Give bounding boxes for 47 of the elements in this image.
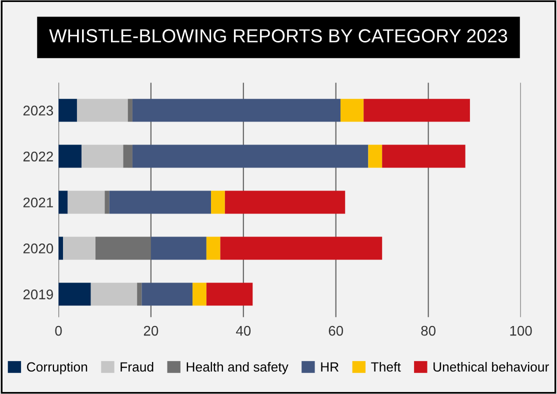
y-tick-label: 2020 <box>23 244 54 254</box>
bar <box>220 236 382 260</box>
bar <box>63 236 96 260</box>
bar <box>224 190 346 214</box>
bar <box>109 190 212 214</box>
bar <box>58 236 64 260</box>
y-tick-label: 2023 <box>23 106 54 116</box>
bar <box>382 144 466 168</box>
x-tick-label: 40 <box>236 326 251 336</box>
bar <box>128 98 132 122</box>
bar <box>340 98 364 122</box>
y-tick-label: 2022 <box>23 152 53 162</box>
x-tick-label: 60 <box>328 326 344 336</box>
bar <box>123 144 132 168</box>
bar <box>137 282 142 306</box>
bar <box>211 190 225 214</box>
x-tick-label: 80 <box>421 326 436 336</box>
bar <box>76 98 128 122</box>
legend-label: Unethical behaviour <box>434 362 549 372</box>
bar <box>90 282 138 306</box>
legend-label: Health and safety <box>186 362 288 374</box>
legend-label: HR <box>321 362 339 372</box>
bar <box>58 144 82 168</box>
bar <box>132 98 340 122</box>
bar <box>82 144 124 168</box>
bar <box>132 144 368 168</box>
bar <box>192 282 206 306</box>
legend-label: Fraud <box>120 362 154 372</box>
x-tick-label: 20 <box>144 326 158 336</box>
bar <box>142 282 193 306</box>
legend-label: Corruption <box>26 362 88 374</box>
bar <box>368 144 382 168</box>
bar <box>150 236 206 260</box>
bar <box>58 190 68 214</box>
chart-title: WHISTLE-BLOWING REPORTS BY CATEGORY 2023 <box>49 29 508 42</box>
bar <box>206 236 220 260</box>
bar <box>104 190 110 214</box>
bar <box>68 190 105 214</box>
bar <box>58 282 91 306</box>
bar <box>364 98 470 122</box>
x-tick-label: 100 <box>510 326 532 336</box>
bar <box>206 282 253 306</box>
bar <box>58 98 77 122</box>
x-tick-label: 0 <box>55 326 62 336</box>
y-tick-label: 2021 <box>23 198 53 208</box>
legend-label: Theft <box>371 362 401 372</box>
y-tick-label: 2019 <box>23 290 53 300</box>
